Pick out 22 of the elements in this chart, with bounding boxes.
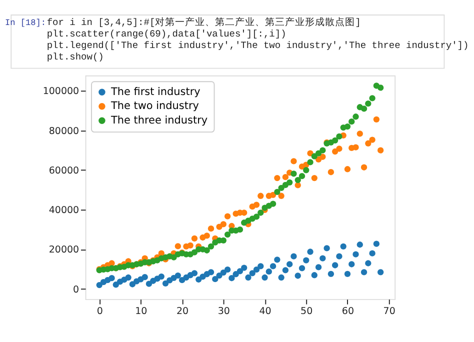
text: plt.show() [46, 51, 104, 62]
x-tick-label: 20 [176, 306, 189, 317]
x-tick-label: 10 [135, 306, 148, 317]
x-tick-label: 0 [96, 306, 103, 317]
y-tick-label: 80000 [48, 126, 80, 137]
legend-label: The two industry [110, 100, 199, 112]
x-tick-label: 50 [300, 306, 313, 317]
y-tick-label: 60000 [48, 165, 80, 176]
text: plt.scatter(range(69),data['values'][:,i]) [46, 28, 286, 40]
text: plt.legend(['The first industry','The two industry','The three industry']) [46, 40, 469, 51]
y-tick-label: 20000 [48, 244, 80, 256]
x-tick-label: 40 [259, 306, 272, 317]
x-tick-label: 70 [383, 306, 396, 317]
x-tick-label: 60 [342, 306, 354, 317]
x-tick-label: 30 [218, 306, 230, 317]
text: for i in [3,4,5]:#[对第一产业、第二产业、第三产业形成散点图] [46, 16, 361, 28]
y-tick-label: 100000 [42, 86, 80, 98]
text: In [18]: [4, 18, 46, 28]
y-tick-label: 40000 [48, 205, 80, 216]
legend-label: The three industry [110, 114, 208, 126]
legend-label: The first industry [110, 86, 200, 98]
y-tick-label: 0 [73, 284, 80, 296]
